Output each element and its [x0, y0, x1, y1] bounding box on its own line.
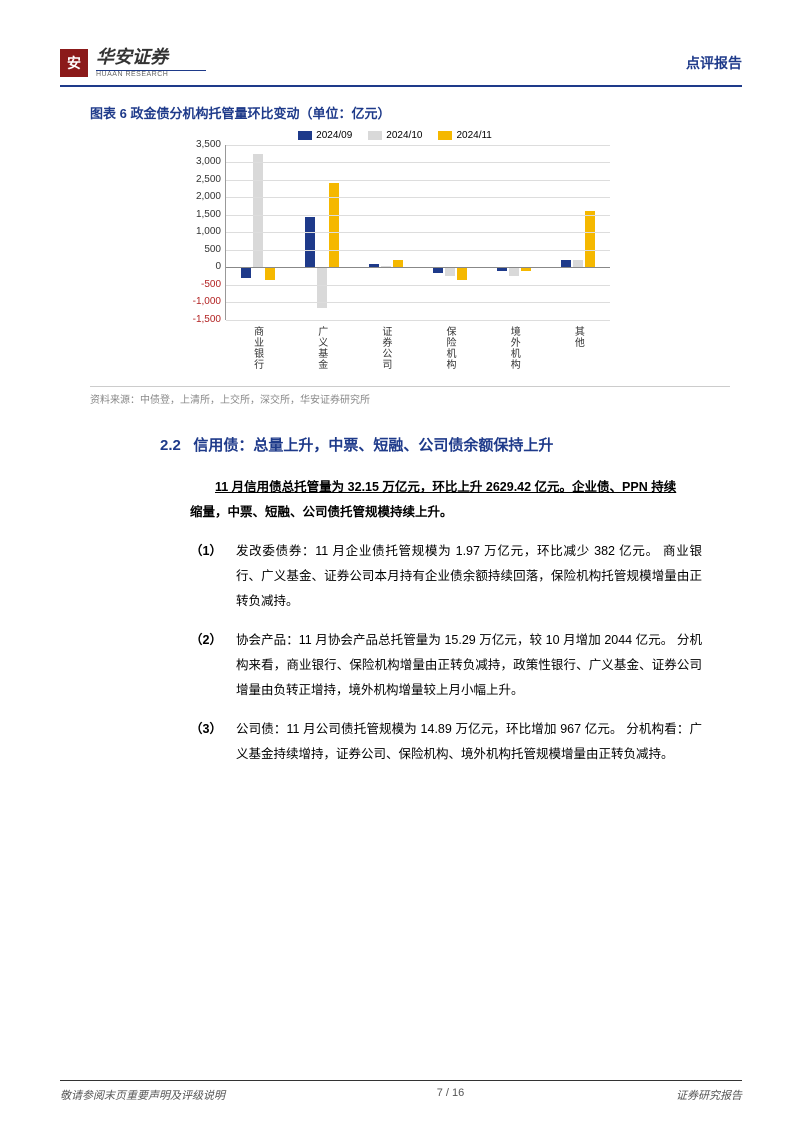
- bar: [265, 267, 275, 279]
- intro-rest: 缩量，中票、短融、公司债托管规模持续上升。: [190, 505, 453, 519]
- legend-label: 2024/10: [386, 130, 422, 141]
- list-lead: 发改委债券：11 月企业债托管规模为 1.97 万亿元，环比减少 382 亿元。: [236, 544, 659, 558]
- footer-left: 敬请参阅末页重要声明及评级说明: [60, 1087, 225, 1103]
- list-number: （1）: [190, 539, 222, 614]
- bar: [573, 260, 583, 267]
- page-header: 安 华安证券 HUAAN RESEARCH 点评报告: [60, 48, 742, 87]
- x-tick-label: 其他: [570, 326, 585, 370]
- brand-cn: 华安证券: [96, 48, 206, 68]
- list-lead: 协会产品：11 月协会产品总托管量为 15.29 万亿元，较 10 月增加 20…: [236, 633, 673, 647]
- chart-source: 资料来源：中债登，上清所，上交所，深交所，华安证券研究所: [90, 386, 730, 406]
- section-number: 2.2: [160, 437, 181, 454]
- footer-right: 证券研究报告: [676, 1087, 742, 1103]
- section-heading: 2.2 信用债：总量上升，中票、短融、公司债余额保持上升: [160, 434, 742, 455]
- list-lead: 公司债：11 月公司债托管规模为 14.89 万亿元，环比增加 967 亿元。: [236, 722, 623, 736]
- legend-swatch: [438, 131, 452, 140]
- logo-icon: 安: [60, 49, 88, 77]
- x-tick-label: 证券公司: [378, 326, 393, 370]
- y-axis-labels: [180, 145, 225, 320]
- legend-item: 2024/09: [298, 130, 352, 141]
- x-axis-labels: 商业银行 广义基金 证券公司 保险机构 境外机构 其他: [225, 326, 610, 370]
- chart-plot: [225, 145, 610, 320]
- chart-title: 图表 6 政金债分机构托管量环比变动（单位：亿元）: [90, 103, 742, 122]
- bar: [241, 267, 251, 278]
- bar: [329, 183, 339, 267]
- legend-swatch: [368, 131, 382, 140]
- intro-paragraph: 11 月信用债总托管量为 32.15 万亿元，环比上升 2629.42 亿元。企…: [190, 475, 702, 525]
- bar: [305, 217, 315, 268]
- chart-area: [180, 145, 610, 320]
- legend-swatch: [298, 131, 312, 140]
- section-title: 信用债：总量上升，中票、短融、公司债余额保持上升: [193, 437, 553, 454]
- legend-item: 2024/10: [368, 130, 422, 141]
- legend-label: 2024/11: [456, 130, 491, 141]
- x-tick-label: 广义基金: [314, 326, 329, 370]
- bar: [457, 267, 467, 279]
- x-tick-label: 保险机构: [442, 326, 457, 370]
- legend-label: 2024/09: [316, 130, 352, 141]
- brand-block: 安 华安证券 HUAAN RESEARCH: [60, 48, 206, 79]
- x-tick-label: 境外机构: [506, 326, 521, 370]
- footer-center: 7 / 16: [437, 1087, 465, 1103]
- report-type: 点评报告: [686, 53, 742, 73]
- list-number: （3）: [190, 717, 222, 767]
- list-number: （2）: [190, 628, 222, 703]
- bar: [445, 267, 455, 276]
- bar: [561, 260, 571, 267]
- intro-lead: 11 月信用债总托管量为 32.15 万亿元，环比上升 2629.42 亿元。企…: [190, 475, 676, 500]
- legend-item: 2024/11: [438, 130, 491, 141]
- chart-wrap: 2024/09 2024/10 2024/11 商业银行 广义基金 证券公司 保险机构…: [180, 130, 610, 370]
- list-item-2: （2） 协会产品：11 月协会产品总托管量为 15.29 万亿元，较 10 月增…: [190, 628, 702, 703]
- page-footer: 敬请参阅末页重要声明及评级说明 7 / 16 证券研究报告: [60, 1080, 742, 1103]
- bar: [585, 211, 595, 267]
- bar: [509, 267, 519, 276]
- list-item-1: （1） 发改委债券：11 月企业债托管规模为 1.97 万亿元，环比减少 382…: [190, 539, 702, 614]
- brand-en: HUAAN RESEARCH: [96, 71, 206, 79]
- x-tick-label: 商业银行: [250, 326, 265, 370]
- list-item-3: （3） 公司债：11 月公司债托管规模为 14.89 万亿元，环比增加 967 …: [190, 717, 702, 767]
- chart-legend: 2024/09 2024/10 2024/11: [180, 130, 610, 141]
- bar: [393, 260, 403, 267]
